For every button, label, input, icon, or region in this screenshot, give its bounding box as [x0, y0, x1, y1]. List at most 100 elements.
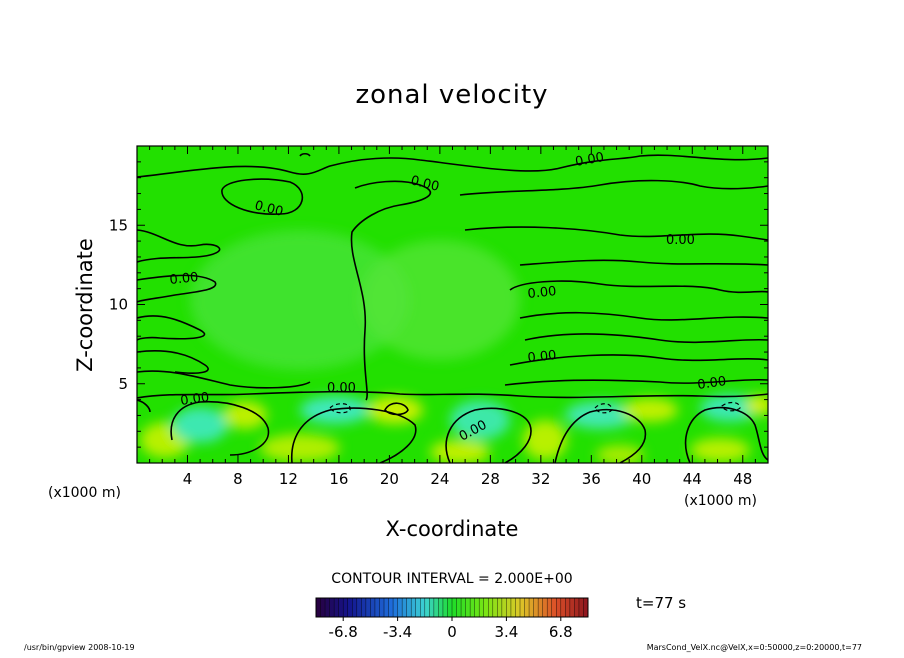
colorbar-segment	[506, 598, 512, 617]
contour-label: 0.00	[574, 150, 605, 170]
contour-line	[504, 378, 768, 386]
contour-line	[137, 399, 151, 413]
x-tick-label: 32	[531, 470, 550, 488]
contour-line	[221, 178, 304, 215]
colorbar-ticks: -6.8 -3.4 0 3.4 6.8	[329, 617, 573, 641]
colorbar-segment	[433, 598, 439, 617]
x-axis-label: X-coordinate	[386, 517, 519, 541]
colorbar-segment	[574, 598, 580, 617]
colorbar-segment	[569, 598, 575, 617]
colorbar-segment	[384, 598, 389, 617]
contour-line	[137, 370, 311, 389]
contour-interval: CONTOUR INTERVAL = 2.000E+00	[331, 571, 572, 587]
colorbar-segment	[402, 598, 407, 617]
contour-label: 0.00	[169, 270, 199, 288]
x-tick-label: 36	[582, 470, 601, 488]
time-label: t=77 s	[636, 594, 686, 612]
contour-label: 0.00	[527, 284, 557, 302]
colorbar-segment	[356, 598, 362, 617]
colorbar-segment	[461, 598, 466, 617]
colorbar-segment	[551, 598, 557, 617]
colorbar-segment	[501, 598, 507, 617]
colorbar-segment	[374, 598, 380, 617]
colorbar-segment	[483, 598, 489, 617]
colorbar-segment	[420, 598, 426, 617]
colorbar-segment	[556, 598, 562, 617]
colorbar-segment	[320, 598, 326, 617]
x-tick-label: 12	[279, 470, 298, 488]
x-tick-label: 8	[233, 470, 243, 488]
contour-line	[464, 226, 768, 241]
colorbar-segment	[379, 598, 385, 617]
contour-lines	[137, 152, 768, 463]
colorbar-segment	[361, 598, 367, 617]
contour-line	[137, 274, 217, 303]
colorbar-segment	[538, 598, 543, 617]
colorbar-segment	[488, 598, 494, 617]
contour-line	[519, 311, 768, 321]
contour-line	[554, 408, 647, 463]
field-positive-blob	[622, 398, 678, 422]
colorbar-segment	[542, 598, 548, 617]
contour-line	[329, 403, 351, 414]
contour-line	[350, 180, 432, 401]
colorbar-segment	[474, 598, 480, 617]
contour-line	[290, 407, 417, 463]
field-positive-blob	[596, 445, 644, 463]
contour-line	[137, 390, 768, 399]
contour-line	[137, 315, 206, 341]
field-positive-blob	[367, 396, 423, 424]
contour-label: 0.00	[696, 374, 727, 393]
colorbar-segment	[456, 598, 462, 617]
colorbar-segment	[560, 598, 566, 617]
colorbar-segment	[406, 598, 412, 617]
contour-line	[721, 401, 741, 412]
colorbar-segment	[578, 598, 584, 617]
footer-right: MarsCond_VelX.nc@VelX,x=0:50000,z=0:2000…	[647, 643, 862, 652]
colorbar-segment	[465, 598, 471, 617]
field-negative-blob	[565, 401, 635, 429]
colorbar-segment	[347, 598, 353, 617]
contour-line	[137, 350, 209, 374]
contour-line	[170, 400, 270, 456]
x-tick-label: 44	[683, 470, 702, 488]
plot-area	[137, 146, 768, 463]
x-axis: 4 8 12 16 20 24 28 32 36 40 44 48	[149, 146, 756, 488]
y-axis-label: Z-coordinate	[73, 238, 97, 372]
colorbar-tick-label: 3.4	[494, 623, 518, 641]
field-negative-blob	[450, 400, 510, 440]
field-positive-blob	[690, 438, 750, 462]
y-tick-label: 5	[118, 375, 128, 393]
colorbar-segment	[510, 598, 516, 617]
x-axis-unit-right: (x1000 m)	[684, 493, 757, 509]
contour-line	[384, 402, 409, 416]
colorbar-segment	[447, 598, 453, 617]
contour-labels: 0.00 0.00 0.00 0.00 0.00 0.00 0.00 0.00 …	[169, 150, 727, 444]
colorbar-segment	[411, 598, 417, 617]
colorbar-segment	[415, 598, 421, 617]
contour-line	[519, 259, 768, 266]
colorbar-tick-label: -6.8	[329, 623, 358, 641]
colorbar-segment	[429, 598, 435, 617]
x-tick-label: 28	[481, 470, 500, 488]
x-tick-label: 4	[183, 470, 193, 488]
colorbar-segment	[316, 598, 321, 617]
colorbar-segment	[424, 598, 430, 617]
colorbar-tick-label: -3.4	[383, 623, 412, 641]
colorbar-segment	[325, 598, 330, 617]
colorbar-segment	[370, 598, 376, 617]
field-positive-blob	[746, 395, 768, 415]
contour-label: 0.00	[409, 173, 441, 195]
colorbar-segment	[470, 598, 475, 617]
colorbar-tick-label: 0	[447, 623, 457, 641]
contour-line	[445, 407, 532, 463]
x-tick-label: 48	[733, 470, 752, 488]
contour-label: 0.00	[527, 348, 557, 366]
contour-line	[509, 354, 768, 366]
y-tick-label: 10	[109, 296, 128, 314]
contour-line	[524, 333, 768, 344]
colorbar-segment	[397, 598, 403, 617]
colorbar	[315, 598, 589, 617]
x-axis-unit-left: (x1000 m)	[48, 485, 121, 501]
colorbar-segment	[492, 598, 498, 617]
